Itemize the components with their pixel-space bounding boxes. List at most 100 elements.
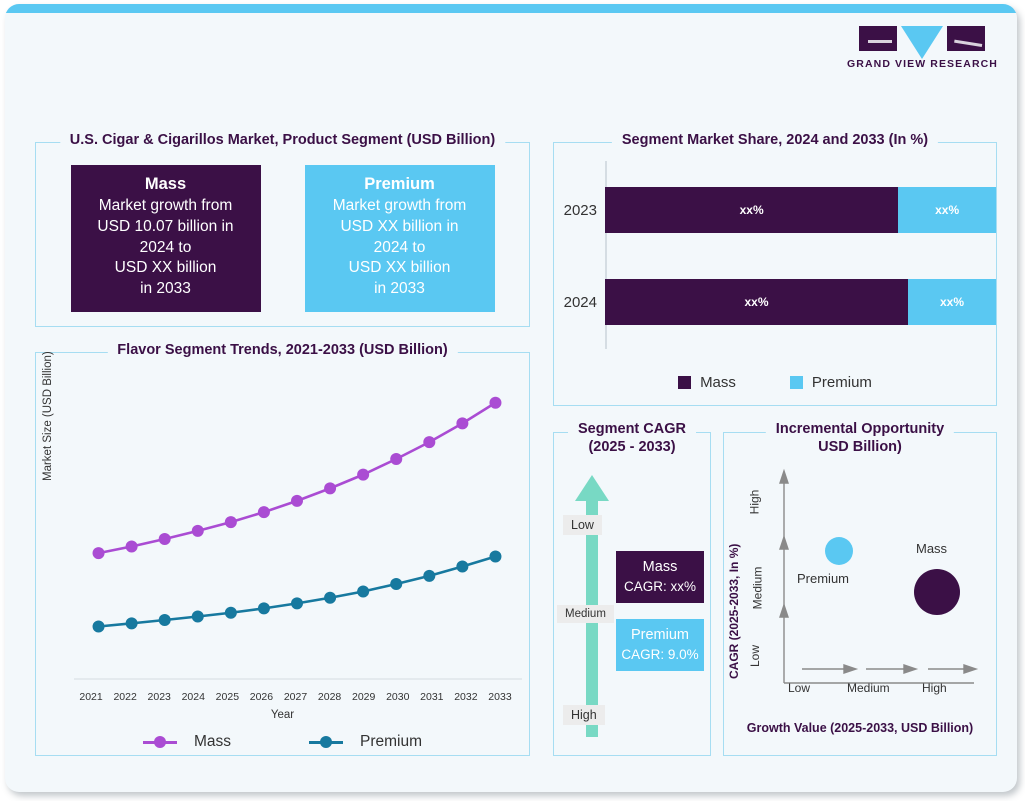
flavor-trends-point: [257, 506, 270, 519]
opportunity-y-tick-medium: Medium: [750, 566, 765, 610]
opportunity-bubble-premium: [825, 537, 853, 565]
logo-wordmark: GRAND VIEW RESEARCH: [847, 58, 998, 70]
flavor-trends-x-tick-labels: 2021 2022 2023 2024 2025 2026 2027 2028 2029 2030…: [74, 691, 517, 703]
market-share-bar-mass-2023: xx%: [605, 187, 899, 233]
product-segment-boxes: Mass Market growth from USD 10.07 billio…: [36, 165, 529, 312]
incremental-opportunity-y-axis-label: CAGR (2025-2033, In %): [727, 543, 741, 679]
flavor-trends-point: [224, 516, 237, 529]
flavor-trends-x-tick: 2026: [249, 691, 274, 703]
table-row: 2024 xx% xx%: [554, 279, 996, 325]
market-share-bar-premium-2023-value: xx%: [935, 203, 960, 217]
flavor-trends-point: [224, 606, 237, 619]
opportunity-x-tick-medium: Medium: [847, 681, 890, 695]
flavor-trends-point: [324, 591, 337, 604]
cagr-scale-label-low: Low: [563, 515, 602, 535]
product-box-mass-line-5: in 2033: [140, 280, 191, 298]
opportunity-bubble-label-premium: Premium: [797, 571, 850, 586]
cagr-box-premium: Premium CAGR: 9.0%: [616, 619, 704, 671]
flavor-trends-point: [291, 494, 303, 507]
product-box-mass-line-2: USD 10.07 billion in: [97, 217, 234, 235]
flavor-trends-point: [257, 602, 270, 615]
flavor-trends-point: [291, 597, 303, 610]
flavor-trends-series-mass-line: [98, 401, 497, 555]
flavor-trends-y-axis-label: Market Size (USD Billion): [42, 351, 54, 481]
product-box-mass: Mass Market growth from USD 10.07 billio…: [70, 165, 261, 312]
market-share-bar-premium-2023: xx%: [898, 187, 996, 233]
flavor-trends-point: [456, 417, 469, 430]
opportunity-y-tick-high: High: [747, 489, 762, 515]
flavor-trends-x-tick: 2031: [420, 691, 444, 703]
opportunity-x-tick-high: High: [922, 681, 947, 695]
cagr-box-mass: Mass CAGR: xx%: [616, 551, 704, 603]
flavor-trends-x-tick: 2028: [317, 691, 342, 703]
legend-label-premium: Premium: [811, 374, 872, 391]
product-segment-title: U.S. Cigar & Cigarillos Market, Product …: [59, 131, 506, 150]
legend-label-mass: Mass: [700, 374, 736, 391]
product-box-premium-line-1: Market growth from: [332, 197, 467, 215]
market-share-bar-mass-2024: xx%: [605, 279, 909, 325]
logo-v-icon: [901, 26, 943, 59]
flavor-trends-x-axis-label: Year: [270, 709, 295, 721]
legend-marker-premium-icon: [309, 736, 344, 748]
flavor-trends-x-tick: 2022: [113, 691, 137, 703]
opportunity-bubble-label-mass: Mass: [916, 541, 948, 556]
flavor-trends-x-tick: 2023: [147, 691, 171, 703]
flavor-trends-point: [191, 524, 204, 537]
cagr-box-mass-value: CAGR: xx%: [623, 578, 696, 594]
incremental-opportunity-title-line2: USD Billion): [818, 439, 902, 456]
flavor-trends-x-tick: 2021: [79, 691, 103, 703]
flavor-trends-point: [191, 610, 204, 623]
logo-g-icon: [859, 26, 897, 51]
product-box-premium: Premium Market growth from USD XX billio…: [304, 165, 495, 312]
cagr-box-premium-value: CAGR: 9.0%: [621, 646, 699, 662]
flavor-trends-x-tick: 2029: [351, 691, 376, 703]
market-share-legend: Mass Premium: [554, 374, 996, 391]
opportunity-x-tick-low: Low: [788, 681, 811, 695]
cagr-box-premium-name: Premium: [630, 627, 689, 643]
flavor-trends-point: [158, 614, 171, 626]
flavor-trends-point: [489, 396, 502, 409]
product-box-mass-line-4: USD XX billion: [114, 259, 217, 277]
brand-logo: GRAND VIEW RESEARCH: [847, 26, 997, 70]
flavor-trends-x-tick: 2025: [215, 691, 240, 703]
flavor-trends-series-premium-line: [98, 555, 496, 628]
segment-cagr-title-line1: Segment CAGR: [578, 421, 686, 437]
flavor-trends-point: [92, 620, 105, 633]
legend-marker-mass-icon: [142, 736, 177, 748]
segment-cagr-panel: Segment CAGR (2025 - 2033) Low Medium Hi…: [553, 420, 711, 756]
legend-swatch-mass-icon: [678, 376, 692, 389]
legend-label-premium: Premium: [360, 733, 423, 750]
flavor-trends-series-premium-points: [92, 550, 502, 633]
flavor-trends-point: [92, 547, 105, 560]
market-share-panel: Segment Market Share, 2024 and 2033 (In …: [553, 131, 997, 406]
market-share-plot: 2023 xx% xx% 2024 xx%: [554, 155, 996, 355]
market-share-row-label-2024: 2024: [563, 293, 597, 311]
report-card: GRAND VIEW RESEARCH U.S. Cigar & Cigaril…: [5, 4, 1017, 792]
flavor-trends-linechart: [74, 396, 522, 680]
flavor-trends-point: [357, 468, 370, 481]
flavor-trends-x-tick: 2027: [283, 691, 308, 703]
flavor-trends-point: [423, 436, 436, 449]
market-share-bar-premium-2024-value: xx%: [939, 295, 965, 309]
card-top-accent-bar: [5, 4, 1017, 13]
flavor-trends-point: [423, 569, 436, 582]
market-share-row-label-2023: 2023: [563, 201, 597, 219]
flavor-trends-x-tick: 2032: [454, 691, 478, 703]
logo-marks: [847, 26, 997, 59]
flavor-trends-x-tick: 2033: [488, 691, 512, 703]
legend-swatch-premium-icon: [789, 376, 803, 389]
market-share-title: Segment Market Share, 2024 and 2033 (In …: [611, 131, 939, 150]
product-box-premium-line-2: USD XX billion in: [340, 217, 459, 235]
product-box-mass-line-1: Market growth from: [98, 197, 233, 215]
market-share-bars-2023: xx% xx%: [605, 187, 996, 233]
legend-item-premium: Premium: [309, 733, 422, 751]
segment-cagr-title: Segment CAGR (2025 - 2033): [568, 420, 696, 457]
product-box-premium-line-3: 2024 to: [373, 238, 426, 256]
flavor-trends-point: [158, 533, 171, 545]
flavor-trends-point: [125, 540, 138, 553]
legend-item-mass: Mass: [678, 374, 736, 391]
market-share-bars-2024: xx% xx%: [605, 279, 996, 325]
incremental-opportunity-axes: [779, 468, 979, 684]
market-share-bar-premium-2024: xx%: [908, 279, 996, 325]
